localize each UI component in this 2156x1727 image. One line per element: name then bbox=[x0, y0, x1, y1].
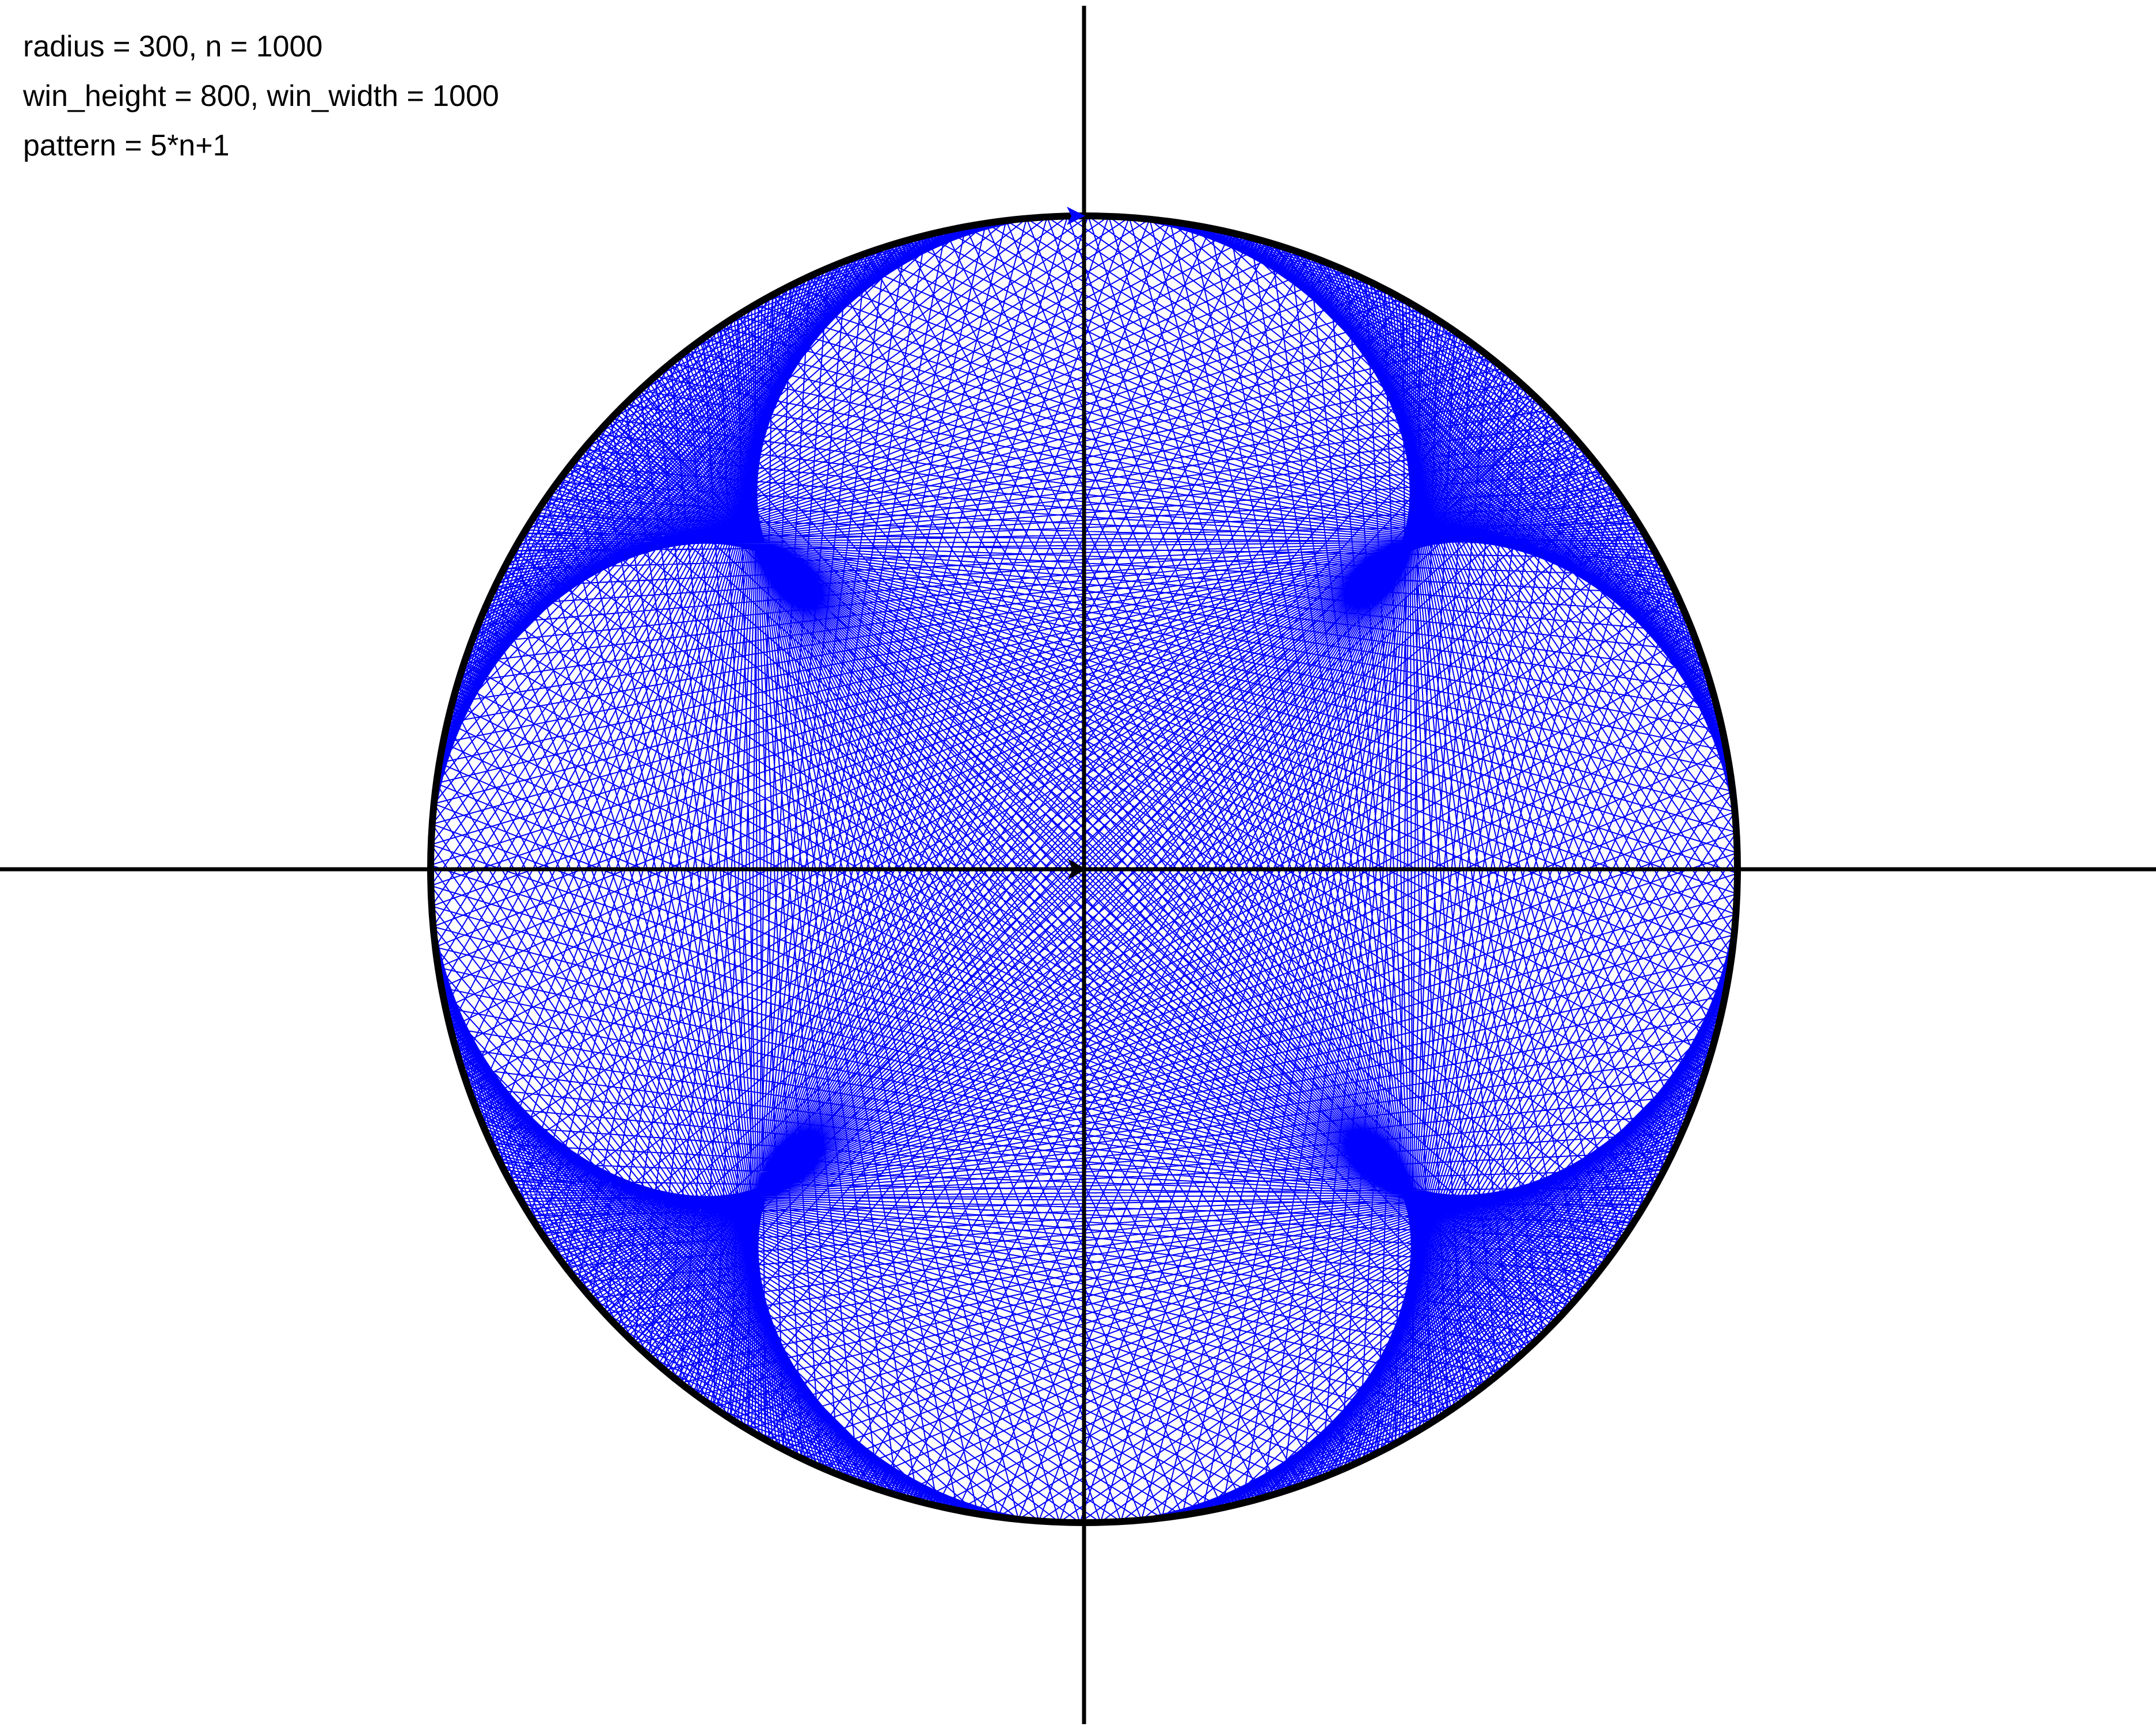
center-turtle-arrow-icon bbox=[1068, 859, 1086, 880]
info-pattern: pattern = 5*n+1 bbox=[23, 129, 230, 162]
info-panel: radius = 300, n = 1000 win_height = 800,… bbox=[23, 22, 499, 170]
info-window-size: win_height = 800, win_width = 1000 bbox=[23, 79, 499, 113]
top-turtle-arrow-icon bbox=[1067, 207, 1085, 225]
info-radius-n: radius = 300, n = 1000 bbox=[23, 30, 323, 63]
